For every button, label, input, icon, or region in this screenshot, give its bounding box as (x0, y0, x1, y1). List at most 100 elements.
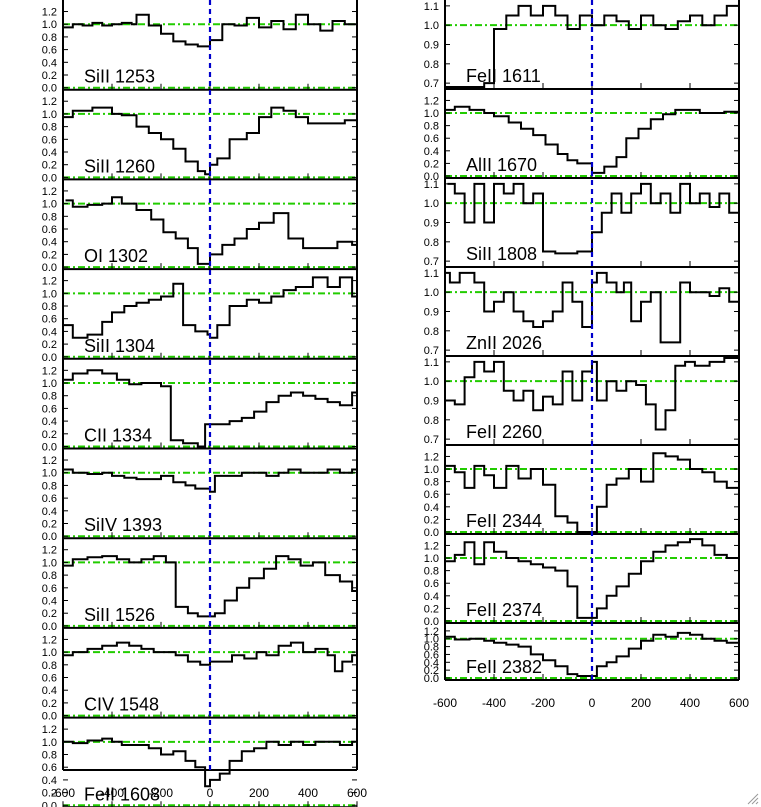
y-tick-label-feii-2260: 1.1 (424, 357, 439, 369)
y-tick-label-feii-1608: 0.8 (42, 750, 57, 762)
spectrum-feii-2374 (445, 538, 740, 619)
y-tick-label-alii-1670: 0.4 (424, 146, 439, 158)
y-tick-label-feii-1608: 0.4 (42, 775, 57, 787)
y-tick-label-feii-1608: 1.2 (42, 724, 57, 736)
y-tick-label-alii-1670: 0.8 (424, 121, 439, 133)
x-tick-label-right: -400 (482, 696, 506, 710)
y-tick-label-siii-1526: 0.2 (42, 608, 57, 620)
y-tick-label-feii-1611: 0.9 (424, 40, 439, 52)
x-tick-label-left: 400 (298, 786, 318, 800)
y-tick-label-siiv-1393: 0.6 (42, 493, 57, 505)
y-tick-label-feii-2374: 0.2 (424, 603, 439, 615)
spectrum-cii-1334 (63, 369, 357, 448)
y-tick-label-siii-1304: 1.2 (42, 276, 57, 288)
y-tick-label-siii-1526: 1.0 (42, 557, 57, 569)
y-tick-label-feii-2344: 0.0 (424, 527, 439, 539)
y-tick-label-civ-1548: 0.8 (42, 660, 57, 672)
spectrum-feii-1608 (63, 737, 357, 788)
y-tick-label-siii-1253: 0.8 (42, 32, 57, 44)
panel-label-civ-1548: CIV 1548 (84, 695, 159, 715)
y-tick-label-siii-1526: 0.0 (42, 621, 57, 633)
spectrum-feii-2382 (445, 630, 740, 677)
x-tick-label-left: -200 (149, 786, 173, 800)
y-tick-label-feii-1611: 0.7 (424, 78, 439, 90)
panel-label-feii-2260: FeII 2260 (466, 422, 542, 442)
y-tick-label-feii-2344: 1.0 (424, 464, 439, 476)
y-tick-label-siii-1253: 0.2 (42, 70, 57, 82)
y-tick-label-feii-2374: 0.6 (424, 578, 439, 590)
y-tick-label-civ-1548: 0.4 (42, 685, 57, 697)
panel-label-alii-1670: AlII 1670 (466, 155, 537, 175)
y-tick-label-siii-1808: 0.8 (424, 237, 439, 249)
panel-label-feii-1611: FeII 1611 (466, 66, 541, 86)
y-tick-label-siii-1526: 1.2 (42, 545, 57, 557)
y-tick-label-siiv-1393: 0.8 (42, 480, 57, 492)
y-tick-label-civ-1548: 0.0 (42, 711, 57, 723)
y-tick-label-siiv-1393: 0.4 (42, 506, 57, 518)
spectrum-civ-1548 (63, 641, 357, 673)
y-tick-label-siiv-1393: 1.0 (42, 468, 57, 480)
panel-label-oi-1302: OI 1302 (84, 246, 148, 266)
y-tick-label-znii-2026: 0.7 (424, 345, 439, 357)
y-tick-label-civ-1548: 1.2 (42, 634, 57, 646)
spectrum-oi-1302 (65, 196, 358, 265)
x-tick-label-left: -400 (100, 786, 124, 800)
y-tick-label-siii-1808: 1.0 (424, 198, 439, 210)
y-tick-label-siii-1260: 0.8 (42, 122, 57, 134)
y-tick-label-feii-2344: 1.2 (424, 451, 439, 463)
y-tick-label-alii-1670: 1.2 (424, 95, 439, 107)
panel-label-feii-1608: FeII 1608 (84, 784, 160, 804)
y-tick-label-feii-1608: 0.6 (42, 762, 57, 774)
y-tick-label-feii-1611: 0.8 (424, 59, 439, 71)
y-tick-label-civ-1548: 0.6 (42, 673, 57, 685)
y-tick-label-siii-1808: 1.1 (424, 179, 439, 191)
y-tick-label-feii-1608: 1.0 (42, 737, 57, 749)
y-tick-label-feii-2382: 1.0 (424, 634, 439, 646)
y-tick-label-siii-1253: 1.0 (42, 19, 57, 31)
y-tick-label-znii-2026: 1.1 (424, 268, 439, 280)
spectrum-siii-1808 (447, 182, 740, 255)
y-tick-label-feii-1611: 1.1 (424, 1, 439, 13)
spectrum-feii-2344 (445, 452, 740, 533)
x-tick-label-left: 0 (207, 786, 214, 800)
y-tick-label-feii-2382: 0.6 (424, 649, 439, 661)
resize-grip-icon (747, 793, 759, 805)
panel-label-siii-1526: SiII 1526 (84, 605, 155, 625)
y-tick-label-cii-1334: 1.0 (42, 378, 57, 390)
x-tick-label-left: -600 (51, 786, 75, 800)
y-tick-label-cii-1334: 0.0 (42, 442, 57, 454)
panel-label-siii-1808: SiII 1808 (466, 244, 537, 264)
y-tick-label-feii-1608: 0.0 (42, 800, 57, 807)
y-tick-label-siii-1526: 0.4 (42, 596, 57, 608)
y-tick-label-oi-1302: 1.2 (42, 186, 57, 198)
y-tick-label-siii-1260: 0.4 (42, 147, 57, 159)
y-tick-label-feii-2382: 0.0 (424, 673, 439, 685)
y-tick-label-siii-1526: 0.8 (42, 570, 57, 582)
y-tick-label-siii-1260: 0.0 (42, 172, 57, 184)
y-tick-label-oi-1302: 0.8 (42, 211, 57, 223)
y-tick-label-feii-2260: 0.8 (424, 415, 439, 427)
x-tick-label-right: -600 (433, 696, 457, 710)
y-tick-label-civ-1548: 0.2 (42, 698, 57, 710)
y-tick-label-cii-1334: 0.4 (42, 416, 57, 428)
y-tick-label-feii-2344: 0.8 (424, 477, 439, 489)
y-tick-label-alii-1670: 0.6 (424, 133, 439, 145)
y-tick-label-feii-2374: 1.2 (424, 540, 439, 552)
y-tick-label-feii-2344: 0.4 (424, 502, 439, 514)
y-tick-label-znii-2026: 0.8 (424, 326, 439, 338)
y-tick-label-siii-1260: 0.2 (42, 160, 57, 172)
x-tick-label-left: 600 (347, 786, 367, 800)
y-tick-label-alii-1670: 0.0 (424, 171, 439, 183)
y-tick-label-siii-1808: 0.9 (424, 218, 439, 230)
y-tick-label-feii-2260: 0.7 (424, 434, 439, 446)
y-tick-label-feii-2374: 0.0 (424, 616, 439, 628)
y-tick-label-alii-1670: 0.2 (424, 158, 439, 170)
y-tick-label-feii-2374: 0.8 (424, 566, 439, 578)
y-tick-label-oi-1302: 0.0 (42, 262, 57, 274)
spectrum-siii-1253 (63, 13, 357, 48)
panel-label-siii-1260: SiII 1260 (84, 156, 155, 176)
y-tick-label-siii-1260: 0.6 (42, 134, 57, 146)
y-tick-label-feii-1608: 0.2 (42, 788, 57, 800)
panel-label-siiv-1393: SiIV 1393 (84, 515, 162, 535)
